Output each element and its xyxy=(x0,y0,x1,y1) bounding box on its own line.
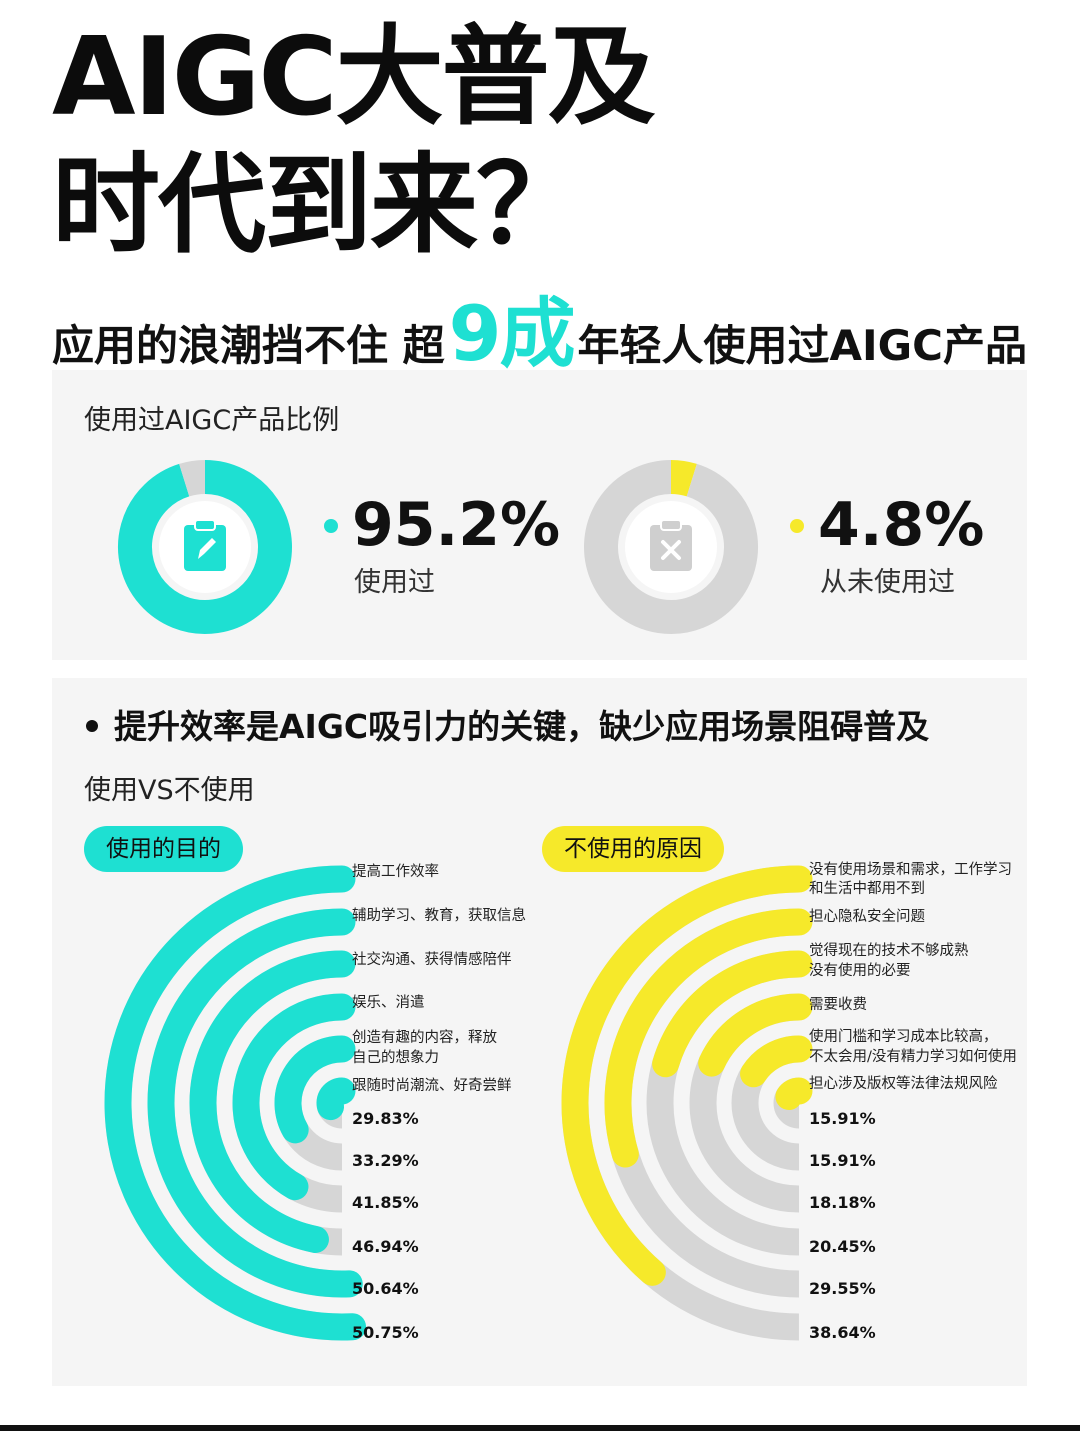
bullet-dot xyxy=(86,719,98,732)
category-label: 需要收费 xyxy=(809,997,867,1013)
value-label: 20.45% xyxy=(809,1237,876,1256)
radial-charts xyxy=(104,865,813,1341)
used-pct: 95.2% xyxy=(352,490,561,560)
radial-bar xyxy=(698,993,813,1077)
radial-bar xyxy=(652,950,813,1078)
main-title-line2: 时代到来？ xyxy=(52,143,584,268)
subtitle-highlight: 9成 xyxy=(448,289,576,378)
usage-title: 使用过AIGC产品比例 xyxy=(84,405,340,436)
value-label: 38.64% xyxy=(809,1323,876,1342)
section-heading-text: 提升效率是AIGC吸引力的关键，缺少应用场景阻碍普及 xyxy=(114,707,930,746)
purpose-radial-chart xyxy=(104,865,367,1341)
category-label: 娱乐、消遣 xyxy=(352,995,425,1011)
value-label: 46.94% xyxy=(352,1237,419,1256)
radial-bar xyxy=(189,950,356,1253)
value-label: 50.75% xyxy=(352,1323,419,1342)
never-dot xyxy=(790,519,804,533)
main-title-line1: AIGC大普及 xyxy=(52,15,656,140)
reason-pill: 不使用的原因 xyxy=(542,826,724,872)
used-dot xyxy=(324,519,338,533)
category-label: 不太会用/没有精力学习如何使用 xyxy=(809,1049,1017,1065)
donut-rest-arc xyxy=(179,460,206,497)
value-label: 15.91% xyxy=(809,1151,876,1170)
never-donut xyxy=(584,460,758,634)
category-label: 担心隐私安全问题 xyxy=(809,909,925,925)
clipboard-x-icon xyxy=(650,519,692,571)
category-label: 提高工作效率 xyxy=(352,864,439,880)
category-label: 辅助学习、教育，获取信息 xyxy=(352,908,526,924)
value-label: 29.55% xyxy=(809,1279,876,1298)
category-label: 和生活中都用不到 xyxy=(809,881,925,897)
used-label: 使用过 xyxy=(354,567,435,598)
radial-bar xyxy=(740,1035,813,1088)
category-label: 担心涉及版权等法律法规风险 xyxy=(809,1076,998,1092)
never-pct: 4.8% xyxy=(818,490,985,560)
bottom-border xyxy=(0,1425,1080,1431)
radial-bar xyxy=(104,865,367,1341)
radial-bar xyxy=(232,993,356,1201)
donut-value-arc xyxy=(670,460,697,497)
category-label: 觉得现在的技术不够成熟 xyxy=(809,943,969,959)
subtitle: 应用的浪潮挡不住 超 9成 年轻人使用过AIGC产品 xyxy=(52,272,1027,378)
subtitle-after: 年轻人使用过AIGC产品 xyxy=(577,321,1027,370)
radial-bar xyxy=(147,908,363,1298)
section-heading: 提升效率是AIGC吸引力的关键，缺少应用场景阻碍普及 xyxy=(86,700,929,748)
donut-value-arc xyxy=(118,460,292,634)
clipboard-edit-icon xyxy=(184,519,226,571)
never-label: 从未使用过 xyxy=(820,567,955,598)
reason-radial-chart xyxy=(561,865,813,1341)
purpose-pill: 使用的目的 xyxy=(84,826,243,872)
radial-bar xyxy=(775,1077,813,1111)
value-label: 50.64% xyxy=(352,1279,419,1298)
value-label: 15.91% xyxy=(809,1109,876,1128)
value-label: 29.83% xyxy=(352,1109,419,1128)
category-label: 社交沟通、获得情感陪伴 xyxy=(352,952,512,968)
value-label: 33.29% xyxy=(352,1151,419,1170)
value-label: 41.85% xyxy=(352,1193,419,1212)
category-label: 没有使用场景和需求，工作学习 xyxy=(809,862,1012,878)
category-label: 使用门槛和学习成本比较高， xyxy=(809,1029,998,1045)
subtitle-before: 应用的浪潮挡不住 超 xyxy=(52,321,445,370)
radial-bar xyxy=(561,865,813,1286)
used-donut xyxy=(118,460,292,634)
category-label: 自己的想象力 xyxy=(352,1050,439,1066)
donut-rest-arc xyxy=(584,460,758,634)
reasons-panel: 提升效率是AIGC吸引力的关键，缺少应用场景阻碍普及 使用VS不使用 使用的目的… xyxy=(52,678,1027,1386)
value-label: 18.18% xyxy=(809,1193,876,1212)
category-label: 跟随时尚潮流、好奇尝鲜 xyxy=(352,1078,512,1094)
usage-donuts xyxy=(118,460,758,634)
radial-bar xyxy=(316,1077,356,1121)
usage-panel: 使用过AIGC产品比例 95.2% 使用过 4.8% 从未使用过 xyxy=(52,370,1027,660)
category-label: 创造有趣的内容，释放 xyxy=(352,1030,497,1046)
vs-label: 使用VS不使用 xyxy=(84,775,255,806)
radial-bar xyxy=(274,1035,356,1144)
radial-bar xyxy=(604,908,813,1168)
category-label: 没有使用的必要 xyxy=(809,963,911,979)
